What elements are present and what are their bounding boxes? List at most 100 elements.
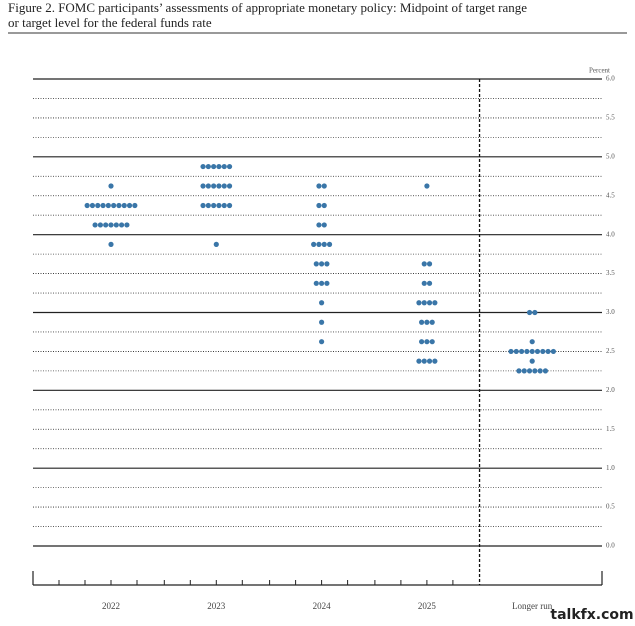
dot [421,300,427,306]
dot [550,348,557,355]
x-tick-label: 2023 [207,601,226,611]
x-tick-label: Longer run [512,601,553,611]
dot [319,300,325,306]
dot [426,261,433,267]
dot [421,358,427,364]
y-tick-label: 5.0 [606,152,615,160]
dot [111,202,117,209]
x-tick-label: 2025 [418,601,437,611]
dot [526,309,533,316]
dot [211,163,217,170]
y-tick-label: 4.5 [606,191,615,199]
dot [529,339,535,345]
dot [132,202,138,209]
dot [108,222,114,228]
dot [92,222,98,228]
dot [532,309,538,316]
dot [211,202,217,209]
dot [200,163,206,170]
y-tick-label: 6.0 [606,75,615,83]
dot [540,348,546,355]
dot [321,222,327,228]
y-tick-label: 0.0 [606,542,615,550]
dot [516,368,522,374]
dot [526,368,533,374]
y-tick-label: 5.5 [606,114,615,122]
dot [116,202,122,209]
dot [534,348,541,355]
dot [108,241,114,247]
dot [211,183,217,189]
dot [529,358,535,364]
dot [421,280,427,286]
y-tick-label: 3.0 [606,308,615,316]
dot [95,202,101,209]
dot [226,163,233,170]
dot [432,358,438,364]
dot [216,163,222,170]
dot [416,300,422,306]
dot [316,183,322,189]
dot [221,183,227,189]
y-tick-label: 0.5 [606,503,615,511]
dot [521,368,527,374]
dot [221,163,227,170]
y-tick-label: 4.0 [606,230,615,238]
dot [429,339,435,345]
y-tick-label: 3.5 [606,269,615,277]
dot [513,348,519,355]
dot [205,163,211,170]
dot [105,202,111,209]
dot [537,368,543,374]
y-tick-label: 2.0 [606,386,615,394]
dot [113,222,119,228]
dot [124,222,130,228]
dot [84,202,90,209]
dot [321,183,327,189]
dot [532,368,538,374]
dot [321,202,327,209]
dot [221,202,227,209]
dot [524,348,530,355]
dot [426,280,433,286]
dot [426,300,433,306]
y-axis-label: Percent [589,67,610,75]
y-tick-label: 1.5 [606,425,615,433]
dot [126,202,133,209]
chart-title: or target level for the federal funds ra… [8,15,212,30]
dot [424,319,430,325]
dot [226,183,233,189]
dot [319,280,325,286]
dot [313,261,319,267]
dot [508,348,514,355]
dot [216,183,222,189]
dot [529,348,535,355]
dot [316,202,322,209]
dot [316,241,322,247]
y-tick-label: 2.5 [606,347,615,355]
x-tick-label: 2024 [313,601,332,611]
dot [319,339,325,345]
dot [321,241,327,247]
dot [542,368,549,374]
dot [432,300,438,306]
dot [545,348,551,355]
dot [424,183,430,189]
dot [103,222,109,228]
dot [121,202,127,209]
y-tick-label: 1.0 [606,464,615,472]
dot [213,241,219,247]
dot [313,280,319,286]
dot [216,202,222,209]
dot [108,183,114,189]
dot [200,183,206,189]
dot [316,222,322,228]
dot [200,202,206,209]
dot [311,241,317,247]
dot [326,241,333,247]
watermark: talkfx.com [550,607,633,623]
chart-title: Figure 2. FOMC participants’ assessments… [8,0,527,15]
dot [97,222,103,228]
dot [205,183,211,189]
